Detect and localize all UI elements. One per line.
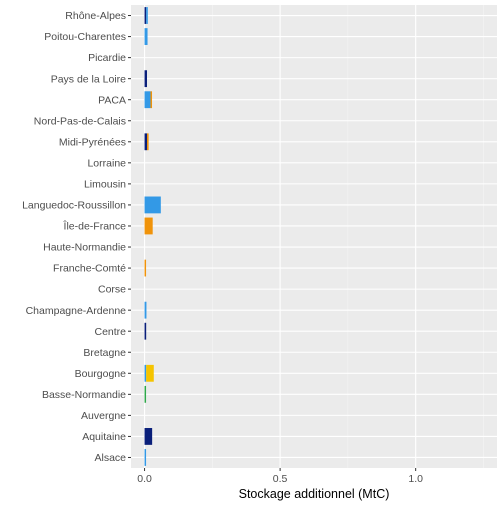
y-tick-label: Languedoc-Roussillon: [22, 200, 126, 212]
y-tick-label: Limousin: [84, 178, 126, 190]
y-tick-label: Picardie: [88, 52, 126, 64]
x-axis: 0.0 0.5 1.0: [137, 468, 423, 485]
bar: [144, 70, 147, 88]
y-tick-label: Bourgogne: [75, 368, 127, 380]
y-tick-label: Bretagne: [83, 347, 126, 359]
plot-panel: [131, 5, 497, 468]
x-tick-label: 1.0: [408, 473, 423, 485]
bar: [146, 364, 154, 382]
bar: [144, 217, 153, 235]
bar: [144, 28, 148, 45]
y-tick-label: Rhône-Alpes: [65, 10, 126, 22]
bar: [144, 385, 147, 403]
y-tick-label: Alsace: [94, 452, 126, 464]
bar: [144, 133, 147, 151]
bar: [144, 91, 151, 109]
bar: [144, 364, 147, 382]
y-tick-label: Centre: [94, 326, 126, 338]
bar: [144, 7, 147, 24]
y-tick-label: Champagne-Ardenne: [26, 305, 127, 317]
y-tick-label: Pays de la Loire: [51, 73, 126, 85]
y-tick-label: PACA: [98, 94, 126, 106]
bar: [144, 449, 147, 466]
bar: [144, 322, 147, 340]
bars: [144, 7, 161, 466]
y-tick-label: Île-de-France: [63, 220, 127, 233]
y-tick-label: Nord-Pas-de-Calais: [34, 115, 126, 127]
y-tick-label: Poitou-Charentes: [44, 31, 126, 43]
x-axis-title: Stockage additionnel (MtC): [239, 487, 390, 501]
bar: [144, 301, 147, 319]
bar: [146, 133, 149, 151]
y-tick-label: Corse: [98, 284, 126, 296]
minor-gridlines: [212, 5, 484, 468]
bar: [144, 259, 147, 277]
bar: [150, 91, 153, 109]
y-tick-label: Franche-Comté: [53, 263, 126, 275]
y-tick-label: Haute-Normandie: [43, 242, 126, 254]
x-tick-label: 0.5: [273, 473, 288, 485]
y-tick-label: Aquitaine: [82, 431, 126, 443]
bar: [146, 7, 148, 24]
y-axis: Rhône-Alpes Poitou-Charentes Picardie Pays …: [22, 10, 131, 464]
y-tick-label: Basse-Normandie: [42, 389, 126, 401]
bar: [144, 196, 161, 214]
y-tick-label: Auvergne: [81, 410, 126, 422]
bar: [144, 428, 153, 445]
y-tick-label: Lorraine: [87, 157, 126, 169]
major-gridlines: [131, 5, 497, 468]
x-tick-label: 0.0: [137, 473, 152, 485]
y-tick-label: Midi-Pyrénées: [59, 136, 126, 148]
